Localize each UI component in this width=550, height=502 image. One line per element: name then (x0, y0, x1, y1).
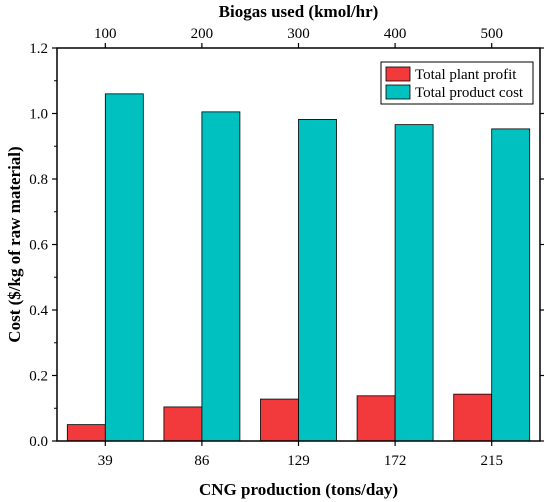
bar-cost-86 (201, 111, 241, 442)
bar-cost-39 (104, 93, 144, 442)
legend-label-cost: Total product cost (415, 85, 524, 101)
top-tick-label: 500 (480, 26, 503, 42)
y-tick-label: 1.0 (29, 107, 48, 123)
bar-profit-215 (453, 393, 493, 442)
bar-cost-129 (298, 118, 337, 442)
y-axis-title: Cost ($/kg of raw material) (5, 146, 24, 342)
x-tick-label: 39 (98, 453, 113, 469)
legend-swatch-cost (385, 84, 411, 100)
top-tick-label: 400 (384, 26, 407, 42)
x-tick-label: 215 (480, 453, 503, 469)
bars-layer (66, 93, 531, 442)
bar-cost-172 (394, 124, 434, 442)
bar-profit-86 (163, 406, 203, 442)
y-tick-label: 0.0 (29, 434, 48, 450)
bar-profit-172 (356, 395, 396, 442)
ticks-layer (52, 43, 544, 446)
top-tick-label: 100 (94, 26, 117, 42)
labels-layer: 0.0 0.2 0.4 0.6 0.8 1.0 1.2 39 86 129 172 215 100 200… (29, 26, 503, 469)
y-tick-label: 0.2 (29, 369, 48, 385)
top-tick-label: 300 (287, 26, 310, 42)
x-axis-title: CNG production (tons/day) (199, 480, 398, 499)
y-tick-label: 0.4 (29, 303, 48, 319)
y-tick-label: 0.8 (29, 172, 48, 188)
bar-cost-215 (491, 128, 531, 442)
x-tick-label: 129 (287, 453, 310, 469)
bar-profit-129 (260, 398, 299, 442)
bar-profit-39 (66, 424, 106, 442)
top-axis-title: Biogas used (kmol/hr) (219, 2, 379, 21)
x-tick-label: 86 (194, 453, 210, 469)
x-tick-label: 172 (384, 453, 407, 469)
y-tick-label: 0.6 (29, 238, 48, 254)
legend: Total plant profit Total product cost (380, 61, 534, 105)
top-tick-label: 200 (191, 26, 214, 42)
legend-label-profit: Total plant profit (415, 67, 517, 83)
y-tick-label: 1.2 (29, 41, 48, 57)
legend-swatch-profit (385, 66, 411, 82)
